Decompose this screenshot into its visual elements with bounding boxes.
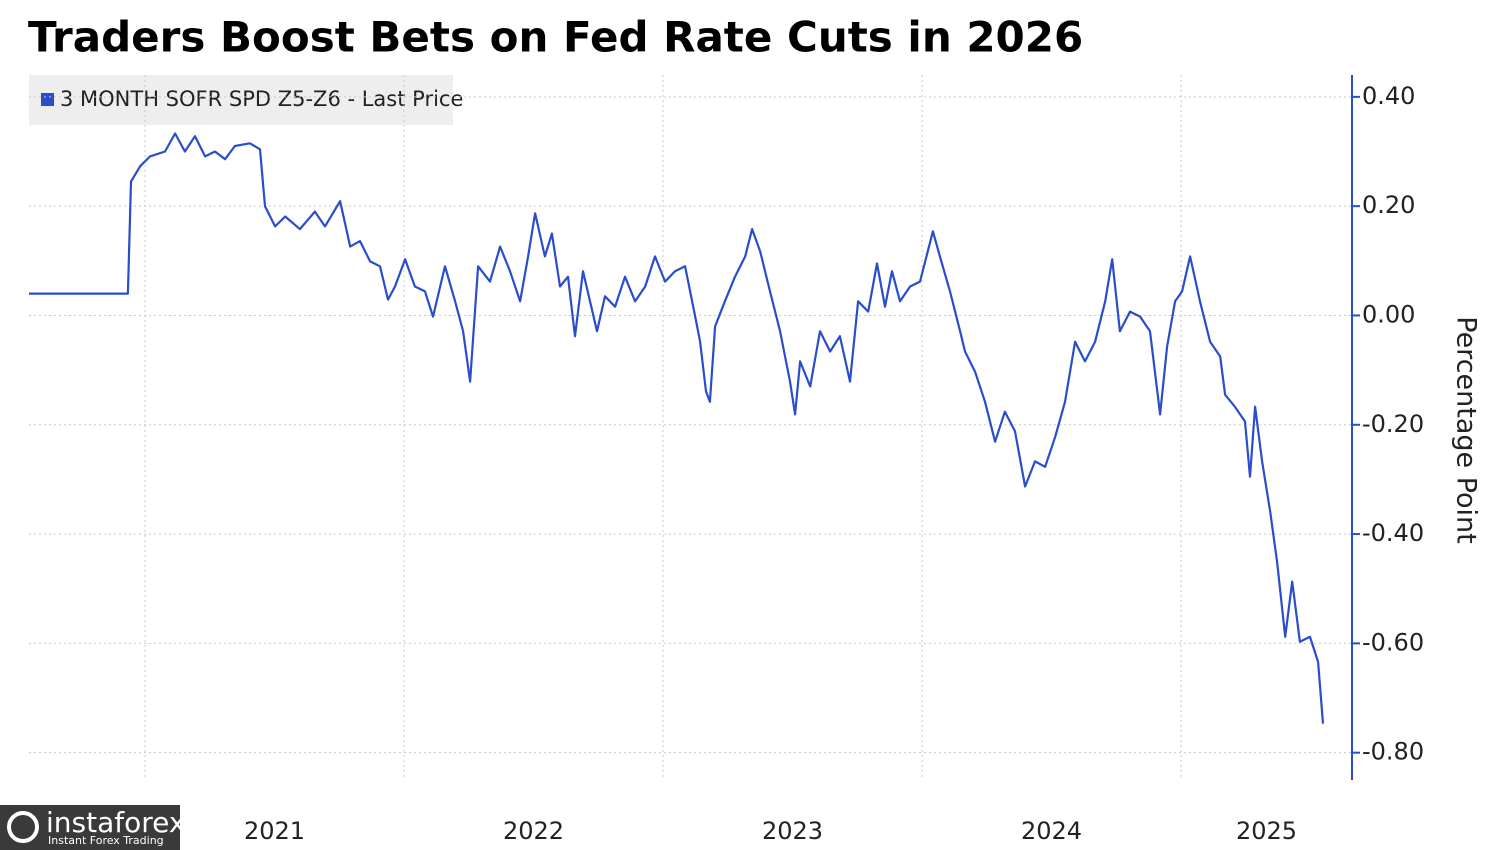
x-tick-label: 2024 [1021, 817, 1082, 845]
y-tick-label: -0.20 [1362, 410, 1424, 438]
y-axis-label: Percentage Point [1451, 316, 1482, 544]
x-tick-label: 2021 [244, 817, 305, 845]
y-tick-label: -0.60 [1362, 628, 1424, 656]
x-tick-label: 2022 [503, 817, 564, 845]
legend-swatch [41, 93, 54, 106]
legend-box [29, 75, 453, 125]
watermark: instaforex Instant Forex Trading [0, 805, 185, 850]
x-tick-label: 2023 [762, 817, 823, 845]
watermark-subtitle: Instant Forex Trading [48, 834, 164, 847]
x-tick-label: 2025 [1236, 817, 1297, 845]
watermark-text: instaforex [46, 806, 185, 839]
y-tick-label: -0.80 [1362, 738, 1424, 766]
y-tick-label: 0.20 [1362, 191, 1415, 219]
y-tick-label: 0.40 [1362, 82, 1415, 110]
y-tick-label: -0.40 [1362, 519, 1424, 547]
data-line [29, 132, 1325, 724]
watermark-icon [7, 811, 39, 843]
y-tick-label: 0.00 [1362, 300, 1415, 328]
watermark-box [0, 805, 180, 850]
legend-label: 3 MONTH SOFR SPD Z5-Z6 - Last Price [60, 87, 463, 111]
chart-title: Traders Boost Bets on Fed Rate Cuts in 2… [28, 13, 1083, 62]
